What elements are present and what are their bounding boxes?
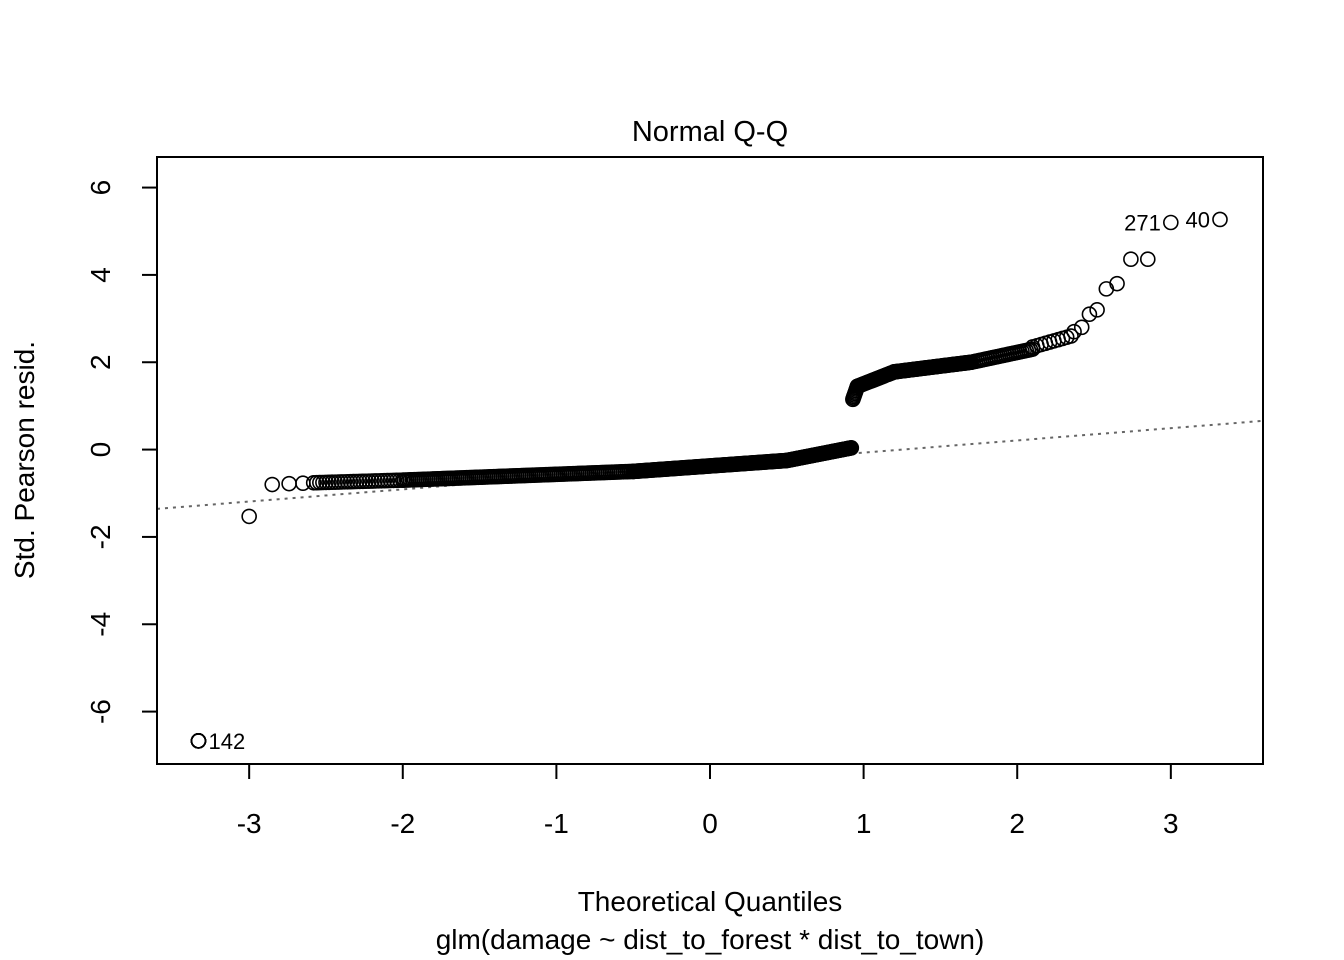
annotation-layer: 142 271 40 bbox=[208, 207, 1210, 753]
point-label: 142 bbox=[208, 729, 245, 754]
y-tick-label: 0 bbox=[85, 442, 116, 458]
x-tick-label: 3 bbox=[1163, 808, 1179, 839]
x-tick-label: -3 bbox=[237, 808, 262, 839]
data-point bbox=[1212, 211, 1228, 228]
data-point bbox=[1163, 214, 1179, 231]
x-tick-label: 0 bbox=[702, 808, 718, 839]
point-label: 271 bbox=[1124, 211, 1161, 236]
chart-title: Normal Q-Q bbox=[632, 116, 788, 148]
data-point bbox=[1063, 328, 1079, 344]
data-point bbox=[1139, 251, 1156, 267]
x-tick-label: -1 bbox=[544, 808, 569, 839]
chart-subtitle: glm(damage ~ dist_to_forest * dist_to_to… bbox=[436, 924, 985, 955]
data-point bbox=[1109, 275, 1125, 292]
data-point bbox=[1123, 251, 1139, 267]
points-layer bbox=[190, 211, 1228, 749]
y-tick-label: 4 bbox=[85, 267, 116, 283]
data-point bbox=[190, 733, 207, 749]
data-point bbox=[1089, 302, 1105, 318]
data-point bbox=[264, 476, 281, 493]
data-point bbox=[281, 475, 297, 492]
x-axis-label: Theoretical Quantiles bbox=[578, 886, 843, 917]
y-axis-label: Std. Pearson resid. bbox=[9, 341, 40, 579]
x-axis: -3 -2 -1 0 1 2 3 bbox=[237, 763, 1179, 839]
y-tick-label: -2 bbox=[85, 524, 116, 549]
y-tick-label: -6 bbox=[85, 699, 116, 724]
y-tick-label: -4 bbox=[85, 612, 116, 637]
data-point bbox=[1073, 319, 1090, 336]
x-tick-label: 2 bbox=[1009, 808, 1025, 839]
data-point bbox=[241, 508, 257, 525]
y-tick-label: 6 bbox=[85, 180, 116, 196]
x-tick-label: -2 bbox=[390, 808, 415, 839]
x-tick-label: 1 bbox=[856, 808, 872, 839]
data-point bbox=[1066, 323, 1082, 340]
point-label: 40 bbox=[1186, 207, 1210, 232]
data-point bbox=[843, 440, 860, 456]
data-point bbox=[1081, 306, 1098, 323]
y-axis: -6 -4 -2 0 2 4 6 bbox=[85, 180, 158, 724]
y-tick-label: 2 bbox=[85, 354, 116, 370]
data-point bbox=[1098, 281, 1115, 297]
